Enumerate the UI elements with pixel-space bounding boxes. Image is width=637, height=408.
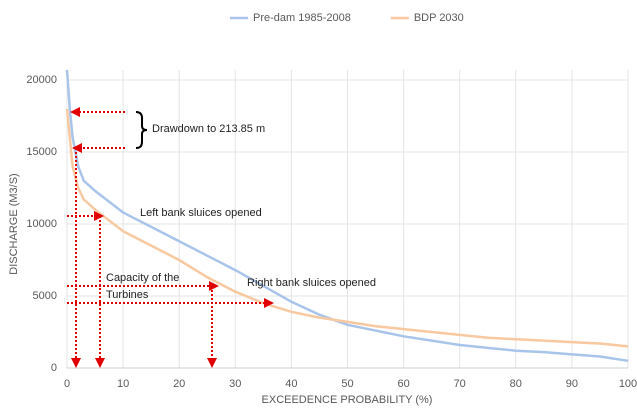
annotation: Capacity of the	[106, 272, 179, 284]
x-tick-label: 100	[619, 378, 637, 390]
y-tick-label: 5000	[33, 290, 57, 302]
series-line	[65, 108, 629, 348]
legend-label: Pre-dam 1985-2008	[253, 12, 351, 24]
x-tick-label: 20	[173, 378, 185, 390]
annotation: Turbines	[106, 289, 149, 301]
series-line	[65, 69, 629, 363]
y-tick-label: 10000	[26, 218, 57, 230]
annotation-arrows	[67, 107, 274, 368]
annotation: Right bank sluices opened	[247, 277, 376, 289]
x-axis-label: EXCEEDENCE PROBABILITY (%)	[262, 394, 433, 406]
legend-label: BDP 2030	[414, 12, 464, 24]
plot-area: 0 10 20 30 40 50 60 70 80 90 100 0 5000 10000 15000 200…	[26, 69, 637, 390]
x-tick-label: 0	[64, 378, 70, 390]
x-tick-label: 30	[229, 378, 241, 390]
y-tick-label: 0	[51, 362, 57, 374]
annotation: Drawdown to 213.85 m	[152, 123, 265, 135]
x-tick-label: 10	[117, 378, 129, 390]
x-tick-label: 70	[454, 378, 466, 390]
brace	[135, 111, 148, 149]
y-tick-label: 15000	[26, 146, 57, 158]
x-tick-label: 60	[397, 378, 409, 390]
x-tick-label: 40	[285, 378, 297, 390]
x-tick-label: 90	[566, 378, 578, 390]
annotation: Left bank sluices opened	[140, 207, 262, 219]
y-tick-label: 20000	[26, 74, 57, 86]
x-tick-label: 50	[341, 378, 353, 390]
y-axis-label: DISCHARGE (M3/S)	[8, 173, 20, 274]
x-tick-label: 80	[510, 378, 522, 390]
